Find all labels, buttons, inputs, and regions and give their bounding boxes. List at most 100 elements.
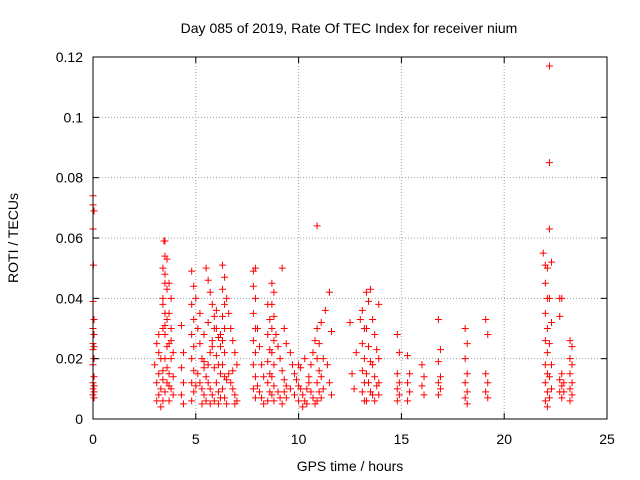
data-point [543,325,551,332]
data-point [545,225,553,233]
data-point [406,370,414,378]
data-point [153,379,161,387]
data-point [461,379,469,387]
data-point [325,379,333,387]
data-point [365,297,373,305]
data-point [251,294,259,302]
data-point [568,343,576,351]
data-point [404,397,412,405]
data-point [358,306,366,314]
chart-title: Day 085 of 2019, Rate Of TEC Index for r… [181,20,518,36]
data-point [268,300,276,308]
data-point [159,264,167,272]
data-point [362,325,370,332]
data-point [558,394,566,402]
data-point [206,349,214,357]
data-point [188,300,196,308]
data-point [545,340,553,348]
data-point [303,385,311,393]
data-point [229,337,237,345]
data-point [375,300,383,308]
data-point [556,312,564,320]
data-point [367,285,375,293]
data-point [286,349,294,357]
data-point [436,346,444,354]
data-point [155,370,163,378]
data-point [541,397,549,405]
data-point [90,315,98,323]
data-point [221,325,229,332]
x-tick-label: 0 [89,431,97,447]
data-point [219,337,227,345]
data-point [305,379,313,387]
data-point [223,294,231,302]
data-point [251,373,259,381]
data-point [482,315,490,323]
data-point [167,337,175,345]
data-point [317,394,325,402]
data-point [212,352,220,360]
data-point [393,397,401,405]
data-point [165,370,173,378]
data-point [560,379,568,387]
data-point [202,264,210,272]
data-point [157,385,165,393]
data-point [153,340,161,348]
data-point [280,388,288,396]
y-tick-label: 0 [75,411,83,427]
data-point [278,367,286,375]
data-point [299,391,307,399]
data-point [260,400,268,408]
data-point [210,397,218,405]
data-point [541,337,549,345]
data-point [165,279,173,287]
axis-ticks: 0 5 10 15 20 25 0 0.02 0.04 0.06 0.08 0.1 0.12 [56,49,615,447]
data-point [543,388,551,396]
data-point [307,361,315,369]
x-tick-label: 15 [394,431,410,447]
y-tick-label: 0.1 [64,109,84,125]
data-point [221,300,229,308]
data-point [229,367,237,375]
data-point [301,355,309,363]
data-point [155,391,163,399]
data-point [231,400,239,408]
data-point [200,331,208,339]
data-point [568,379,576,387]
data-point [541,361,549,369]
data-point [311,337,319,345]
data-point [253,382,261,390]
data-point [161,321,169,329]
data-point [208,343,216,351]
data-point [155,331,163,339]
data-point [192,382,200,390]
data-point [371,331,379,339]
data-point [231,349,239,357]
data-point [356,315,364,323]
data-point [268,279,276,287]
data-point [295,397,303,405]
data-point [545,373,553,381]
data-point [161,237,169,245]
data-point [327,328,335,336]
data-point [365,379,373,387]
data-point [179,400,187,408]
data-point [543,403,551,411]
data-point [216,343,224,351]
data-point [360,355,368,363]
data-point [568,361,576,369]
data-point [270,337,278,345]
data-point [270,397,278,405]
data-point [373,346,381,354]
data-point [190,367,198,375]
data-point [249,337,257,345]
data-point [204,318,212,326]
data-point [192,294,200,302]
data-point [395,391,403,399]
data-point [212,379,220,387]
data-point [420,373,428,381]
data-point [280,376,288,384]
data-point [545,294,553,302]
